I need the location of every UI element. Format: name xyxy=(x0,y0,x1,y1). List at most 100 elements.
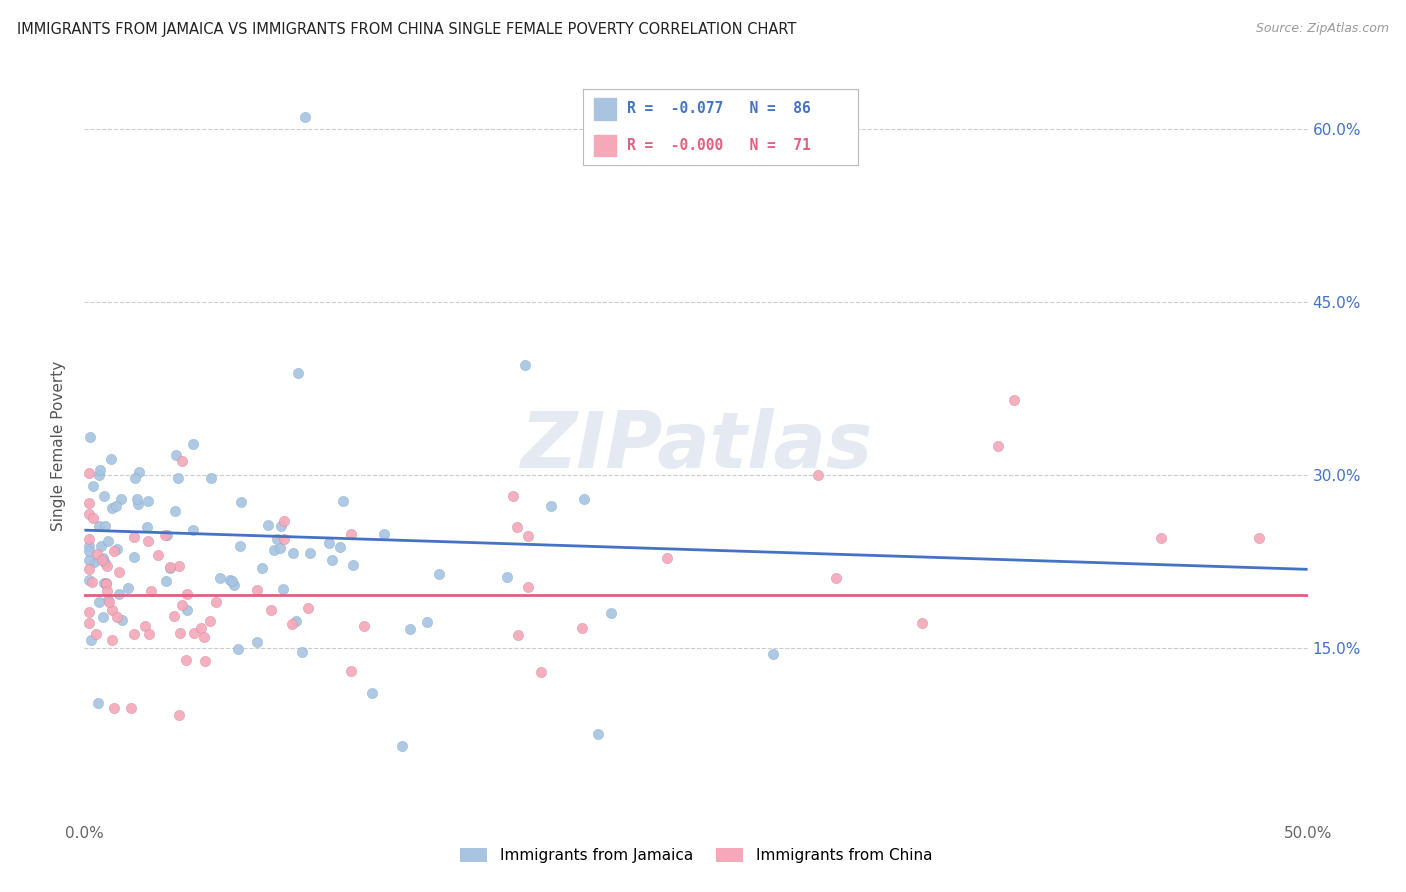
Point xyxy=(269,541,291,556)
Point xyxy=(586,727,609,741)
Point xyxy=(86,547,108,561)
Point xyxy=(77,544,100,558)
Point xyxy=(208,571,231,585)
Point xyxy=(655,550,678,565)
Point xyxy=(136,533,159,548)
Point xyxy=(398,623,420,637)
Y-axis label: Single Female Poverty: Single Female Poverty xyxy=(51,361,66,531)
Point xyxy=(91,551,114,566)
Point xyxy=(332,494,354,508)
Point xyxy=(1247,531,1270,545)
Point xyxy=(176,587,198,601)
Point xyxy=(108,587,131,601)
Point xyxy=(91,610,114,624)
Point xyxy=(174,652,197,666)
Point xyxy=(89,595,111,609)
Legend: Immigrants from Jamaica, Immigrants from China: Immigrants from Jamaica, Immigrants from… xyxy=(454,841,938,869)
Bar xyxy=(595,98,616,120)
Point xyxy=(273,532,295,546)
Point xyxy=(181,523,204,537)
Point xyxy=(166,471,188,485)
Point xyxy=(762,647,785,661)
Point xyxy=(270,519,292,533)
Point xyxy=(517,580,540,594)
Point xyxy=(190,621,212,635)
Point xyxy=(155,528,177,542)
Point xyxy=(342,558,364,572)
Point xyxy=(183,625,205,640)
Point xyxy=(321,553,343,567)
Point xyxy=(599,607,621,621)
Text: IMMIGRANTS FROM JAMAICA VS IMMIGRANTS FROM CHINA SINGLE FEMALE POVERTY CORRELATI: IMMIGRANTS FROM JAMAICA VS IMMIGRANTS FR… xyxy=(17,22,796,37)
Point xyxy=(77,495,100,509)
Point xyxy=(125,491,148,506)
Point xyxy=(540,499,562,513)
Point xyxy=(200,471,222,485)
Point xyxy=(415,615,437,629)
Point xyxy=(82,511,104,525)
Point xyxy=(231,495,253,509)
Point xyxy=(77,507,100,521)
Point xyxy=(159,559,181,574)
Point xyxy=(228,539,250,553)
Point xyxy=(218,573,240,587)
Point xyxy=(284,614,307,628)
Point xyxy=(266,532,288,546)
Point xyxy=(79,430,101,444)
Point xyxy=(271,582,294,596)
Point xyxy=(105,500,128,514)
Point xyxy=(97,595,120,609)
Point xyxy=(291,645,314,659)
Point xyxy=(495,569,517,583)
Point xyxy=(571,621,593,635)
Point xyxy=(105,542,128,557)
Point xyxy=(90,539,112,553)
Point xyxy=(96,583,118,598)
Point xyxy=(172,598,194,612)
Point xyxy=(77,539,100,553)
Point xyxy=(427,566,450,581)
Point xyxy=(222,578,245,592)
Point xyxy=(155,574,177,588)
Point xyxy=(87,519,110,533)
Point xyxy=(281,617,304,632)
Point xyxy=(287,366,309,380)
Point xyxy=(136,493,159,508)
Point xyxy=(329,541,352,555)
Point xyxy=(127,497,149,511)
Point xyxy=(169,558,191,573)
Point xyxy=(250,561,273,575)
Point xyxy=(169,625,191,640)
Point xyxy=(100,452,122,467)
Point xyxy=(153,527,176,541)
Point xyxy=(117,582,139,596)
Point xyxy=(340,664,363,678)
Point xyxy=(318,535,340,549)
Point xyxy=(353,618,375,632)
Point xyxy=(124,549,146,564)
Point xyxy=(505,520,527,534)
Point xyxy=(360,686,382,700)
Text: R =  -0.077   N =  86: R = -0.077 N = 86 xyxy=(627,102,811,117)
Point xyxy=(198,614,221,628)
Point xyxy=(163,609,186,624)
Point xyxy=(221,574,243,589)
Point xyxy=(83,556,105,570)
Point xyxy=(134,619,156,633)
Point xyxy=(166,448,188,462)
Point xyxy=(299,546,322,560)
Point xyxy=(94,576,117,591)
Point xyxy=(807,467,830,482)
Point xyxy=(110,491,132,506)
Point xyxy=(159,561,181,575)
Point xyxy=(89,463,111,477)
Point xyxy=(226,641,249,656)
Point xyxy=(260,603,283,617)
Point xyxy=(391,739,413,753)
Point xyxy=(97,592,120,607)
Point xyxy=(93,556,115,570)
Point xyxy=(373,527,395,541)
Bar xyxy=(595,135,616,156)
Point xyxy=(105,610,128,624)
Point xyxy=(257,517,280,532)
